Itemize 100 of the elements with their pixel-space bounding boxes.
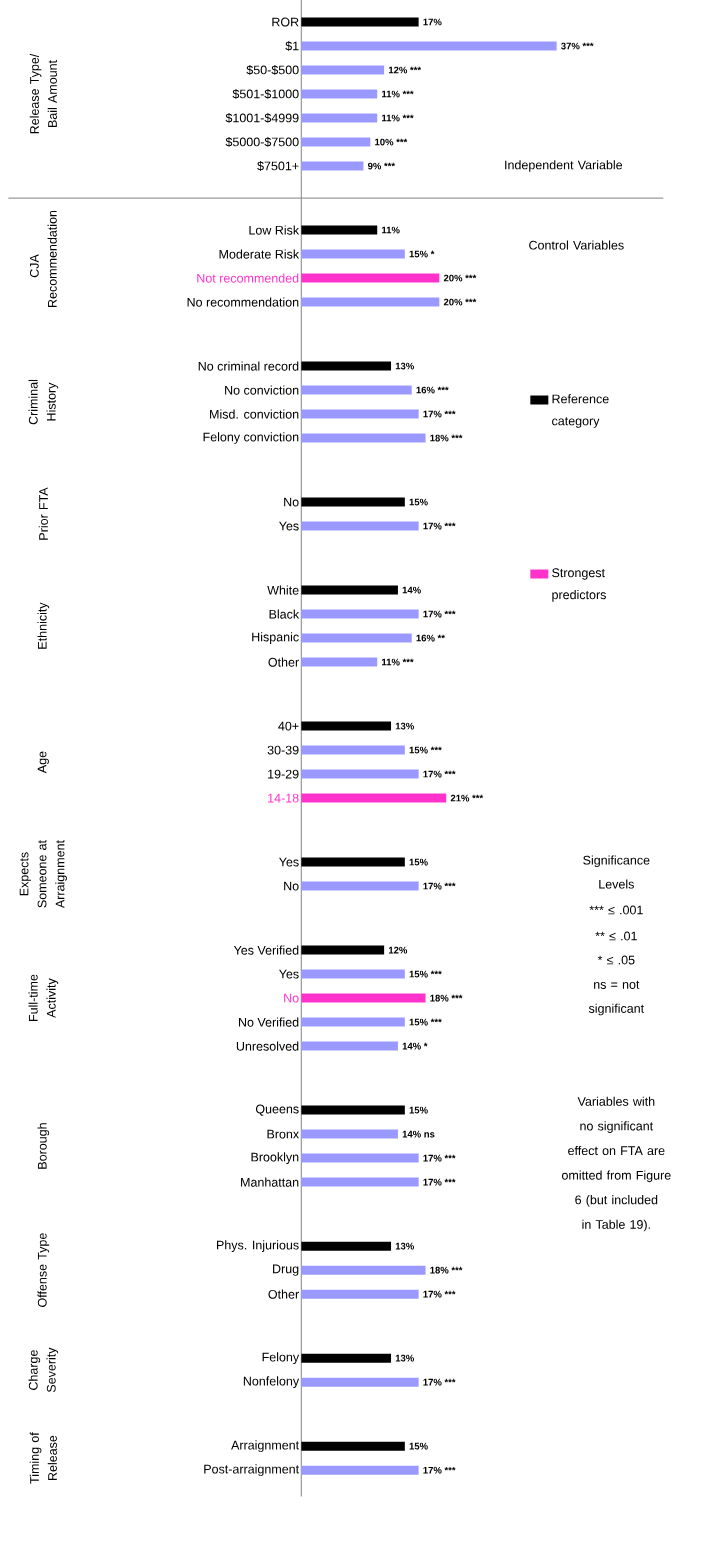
annotation: Control Variables [528,240,624,250]
data-label: 13% [395,362,414,370]
y-tick-label: No criminal record [198,361,299,371]
text: Borough [37,1123,49,1169]
y-tick-label: $501-$1000 [232,88,299,100]
data-label: 17% *** [423,770,456,778]
text: Charge Severity [28,1347,58,1393]
y-tick-label: No conviction [224,385,299,395]
data-label: 17% *** [423,1154,456,1162]
y-tick-label: 30-39 [267,745,299,755]
data-label: 16% *** [416,386,449,394]
data-label: 13% [395,1354,414,1362]
data-label: 10% *** [374,138,408,146]
y-tick-label: Drug [272,1264,299,1276]
y-tick-label: Other [268,657,299,667]
y-tick-label: No recommendation [187,297,299,307]
y-tick-label: Black [269,609,299,619]
data-label: 12% *** [388,66,421,74]
y-tick-label: Post-arraignment [204,1464,299,1476]
data-label: 17% *** [423,882,456,890]
y-tick-label: ROR [272,17,299,27]
y-tick-label: Other [268,1289,299,1299]
text: Significance Levels [583,855,650,889]
y-tick-label: Queens [255,1104,299,1116]
data-label: 17% [423,18,442,26]
text: * ≤ .05 [597,955,635,965]
y-tick-label: 40+ [278,721,299,731]
y-tick-label: Unresolved [236,1041,299,1051]
y-tick-label: 14-18 [267,793,299,803]
text: Offense Type [37,1233,49,1307]
y-tick-label: No [284,497,299,507]
y-tick-label: No [284,993,299,1003]
data-label: 16% ** [416,634,445,642]
y-tick-label: Yes [278,857,299,867]
text: Age [37,751,49,774]
y-tick-label: No [284,881,299,891]
legend-label: Reference category [551,394,609,428]
text: Variables with no significant effect on FTA are omitted from Figure 6 (but included in Table 19). [561,1096,671,1232]
y-tick-label: Bronx [267,1129,299,1139]
text: ns = not significant [588,980,644,1016]
y-tick-label: Misd. conviction [209,409,299,419]
text: Expects Someone at Arraignment [19,840,67,909]
y-tick-label: Arraignment [230,1440,299,1452]
data-label: 18% *** [430,994,463,1002]
y-tick-label: Yes Verified [233,945,299,955]
data-label: 14% [402,586,421,594]
text: Timing of Release [29,1432,57,1484]
data-label: 11% *** [381,90,414,98]
data-label: 11% *** [381,114,414,122]
text: Ethnicity [37,602,49,649]
data-label: 18% *** [430,1266,463,1274]
data-label: 11% *** [381,658,414,666]
y-tick-label: 19-29 [267,769,299,779]
data-label: 17% *** [423,1178,456,1186]
data-label: 20% *** [443,298,477,306]
y-tick-label: Hispanic [252,632,299,644]
data-label: 15% [409,498,428,506]
data-label: 18% *** [430,434,463,442]
text: ** ≤ .01 [595,931,637,941]
data-label: 15% [409,1106,428,1114]
y-tick-label: No Verified [238,1017,299,1027]
legend-label: Strongest predictors [551,568,606,602]
data-label: 17% *** [423,1466,456,1474]
data-label: 15% *** [409,970,442,978]
annotation: Independent Variable [505,160,622,172]
text: Full-time Activity [28,974,58,1022]
text: Release Type/ Bail Amount [29,53,57,134]
data-label: 15% *** [409,746,442,754]
data-label: 15% [409,1442,428,1450]
data-label: 21% *** [450,794,483,802]
y-tick-label: $50-$500 [246,64,299,76]
y-tick-label: Moderate Risk [219,249,299,259]
text: Prior FTA [38,487,48,540]
y-tick-label: Manhattan [240,1177,299,1187]
y-tick-label: Yes [278,969,299,979]
y-tick-label: Felony conviction [203,432,299,444]
data-label: 9% *** [367,162,395,170]
y-tick-label: $1 [285,40,299,52]
data-label: 14% ns [402,1130,435,1138]
y-tick-label: Low Risk [249,225,299,235]
data-label: 11% [381,226,400,234]
y-tick-label: Felony [262,1352,299,1364]
data-label: 13% [395,722,414,730]
y-tick-label: Nonfelony [243,1376,299,1388]
data-label: 15% *** [409,1018,442,1026]
y-tick-label: Yes [278,521,299,531]
y-tick-label: Not recommended [197,273,299,283]
data-label: 37% *** [560,42,594,50]
y-tick-label: $1001-$4999 [225,112,299,124]
data-label: 15% * [409,250,435,258]
y-tick-label: White [267,585,299,595]
text: CJA Recommendation [29,210,57,307]
data-label: 15% [409,858,428,866]
data-label: 17% *** [423,610,456,618]
text: *** ≤ .001 [589,905,643,915]
data-label: 12% [388,946,407,954]
y-tick-label: Brooklyn [251,1152,299,1164]
text: Criminal History [28,379,58,425]
y-tick-label: $7501+ [257,160,299,172]
y-tick-label: Phys. Injurious [216,1240,299,1252]
